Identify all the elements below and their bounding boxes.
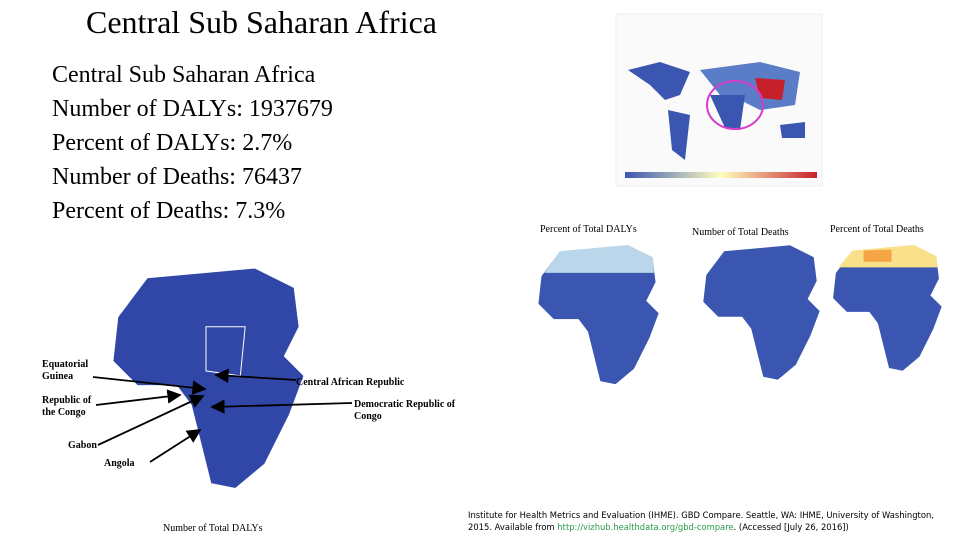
country-label: Equatorial Guinea (42, 359, 89, 382)
country-label: Central African Republic (296, 377, 405, 388)
map-caption: Percent of Total DALYs (540, 224, 637, 235)
small-map-3 (832, 244, 943, 372)
stat-line: Number of DALYs: 1937679 (52, 96, 333, 122)
world-map (615, 13, 823, 187)
map-caption: Number of Total Deaths (692, 227, 789, 238)
stat-line: Central Sub Saharan Africa (52, 62, 316, 88)
citation-text: Institute for Health Metrics and Evaluat… (468, 510, 934, 532)
small-map-1 (537, 244, 660, 385)
arrows (92, 368, 353, 463)
country-label: Democratic Republic of Congo (354, 399, 456, 422)
stat-line: Percent of Deaths: 7.3% (52, 198, 286, 224)
small-map-2 (702, 244, 821, 381)
map-caption: Number of Total DALYs (163, 523, 263, 534)
title: Central Sub Saharan Africa (86, 4, 437, 40)
stat-line: Percent of DALYs: 2.7% (52, 130, 293, 156)
country-label: Republic of the Congo (42, 395, 92, 418)
stats: Central Sub Saharan Africa Number of DAL… (52, 58, 333, 228)
citation-link[interactable]: http://vizhub.healthdata.org/gbd-compare (557, 522, 734, 532)
citation-text: . (Accessed [July 26, 2016]) (733, 522, 849, 532)
country-label: Angola (104, 458, 135, 469)
country-label: Gabon (68, 440, 97, 451)
stat-line: Number of Deaths: 76437 (52, 164, 302, 190)
citation: Institute for Health Metrics and Evaluat… (468, 509, 948, 533)
map-caption: Percent of Total Deaths (830, 224, 924, 235)
